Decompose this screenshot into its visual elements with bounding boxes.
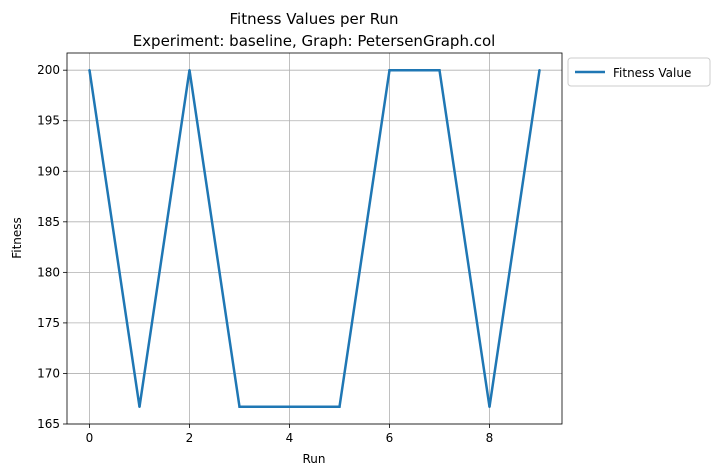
data-point <box>338 405 341 409</box>
series-layer <box>88 68 541 409</box>
data-point <box>188 68 191 72</box>
axis-ticks: 0 2 4 6 8 165 170 175 180 185 190 195 200 <box>37 63 493 445</box>
legend-frame <box>567 57 711 87</box>
plot-frame <box>66 52 563 425</box>
data-point <box>138 405 141 409</box>
y-tick-label: 180 <box>37 265 60 279</box>
y-tick-label: 170 <box>37 366 60 380</box>
y-axis-label: Fitness <box>10 217 24 259</box>
y-tick-label: 175 <box>37 316 60 330</box>
x-tick-label: 4 <box>286 431 294 445</box>
data-point <box>488 405 491 409</box>
data-point <box>438 68 441 72</box>
legend-label: Fitness Value <box>613 66 691 80</box>
legend: Fitness Value <box>567 57 711 87</box>
x-tick-label: 8 <box>486 431 494 445</box>
y-tick-label: 195 <box>37 114 60 128</box>
data-point <box>538 68 541 72</box>
y-tick-label: 185 <box>37 215 60 229</box>
data-point <box>288 405 291 409</box>
y-tick-label: 190 <box>37 164 60 178</box>
data-point <box>88 68 91 72</box>
chart-title: Fitness Values per Run <box>230 10 399 28</box>
x-tick-label: 2 <box>186 431 194 445</box>
series-line <box>88 68 541 409</box>
data-point <box>238 405 241 409</box>
x-axis-label: Run <box>302 452 325 466</box>
x-tick-label: 6 <box>386 431 394 445</box>
y-tick-label: 200 <box>37 63 60 77</box>
y-tick-label: 165 <box>37 417 60 431</box>
grid <box>67 53 562 425</box>
data-point <box>388 68 391 72</box>
x-tick-label: 0 <box>86 431 94 445</box>
chart-subtitle: Experiment: baseline, Graph: PetersenGra… <box>133 32 496 50</box>
